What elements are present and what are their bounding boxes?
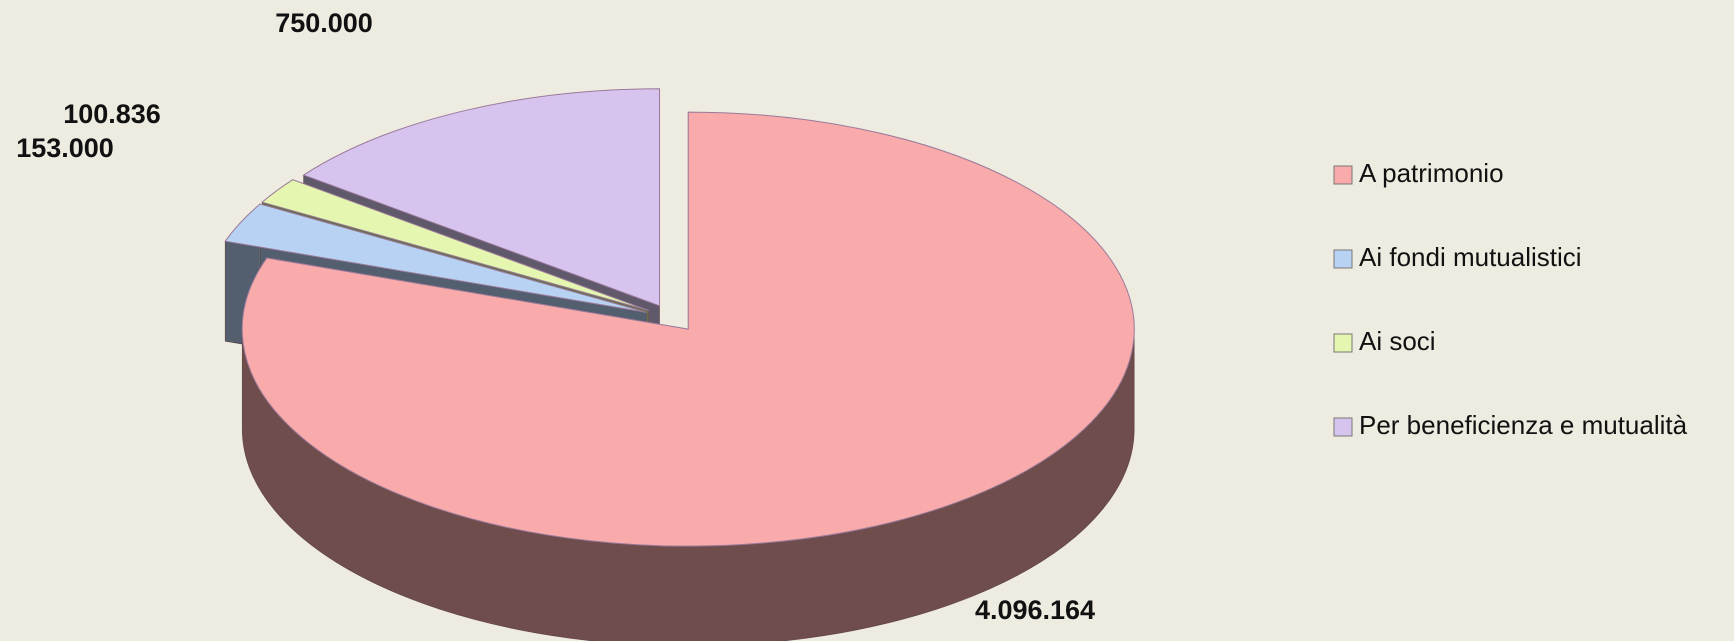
legend-label: Ai fondi mutualistici [1359,242,1582,272]
legend-swatch [1333,333,1353,353]
legend-label: A patrimonio [1359,158,1504,188]
pie-slice [224,203,647,313]
pie-slice [241,111,1135,547]
pie-slice [302,88,661,307]
legend-label: Ai soci [1359,326,1436,356]
legend-swatch [1333,417,1353,437]
value-label: 153.000 [16,133,114,163]
value-label: 4.096.164 [975,595,1095,625]
value-label: 100.836 [63,99,161,129]
legend-swatch [1333,165,1353,185]
legend-label: Per beneficienza e mutualità [1359,410,1688,440]
pie-slice [261,179,649,311]
legend-swatch [1333,249,1353,269]
slice-side-shade [242,329,1135,641]
value-label: 750.000 [275,8,373,38]
